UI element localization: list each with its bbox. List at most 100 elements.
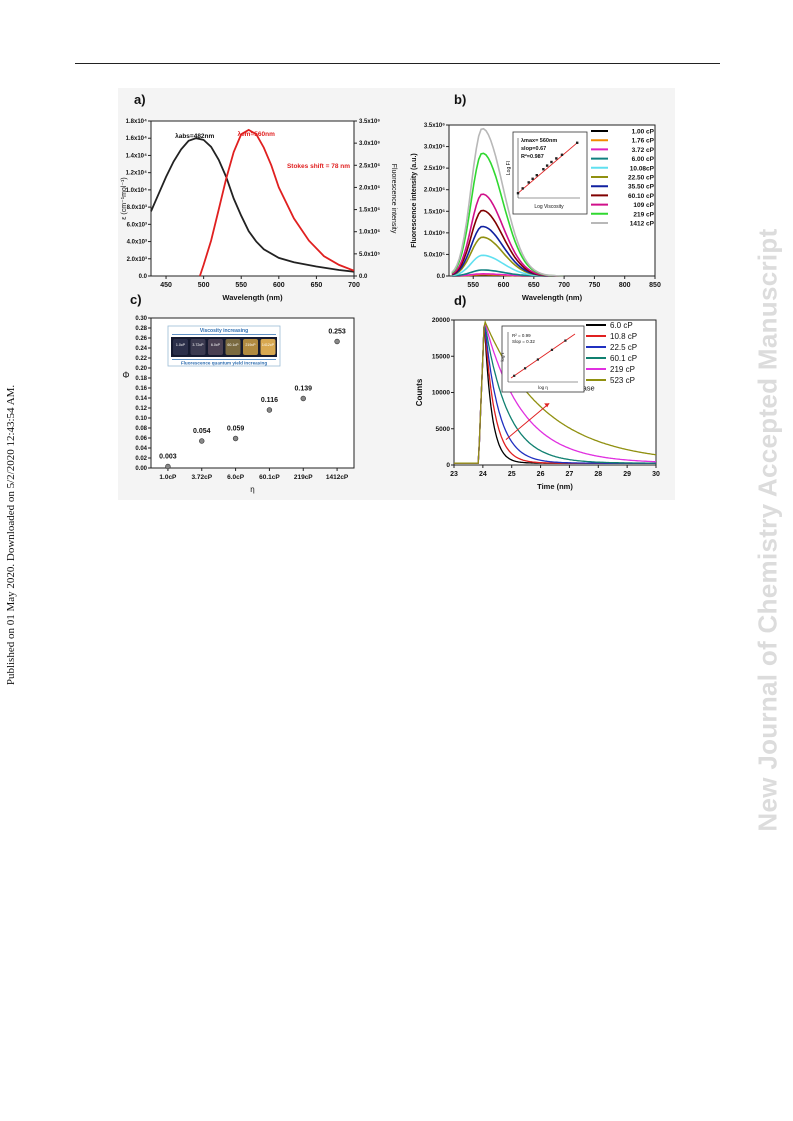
series-line-a (199, 128, 355, 277)
y-tick-label-c: 0.18 (135, 376, 147, 382)
x-tick-label-d: 28 (594, 471, 602, 478)
y-tick-label-b: 2.5x10⁶ (424, 166, 445, 172)
series-line-d (454, 323, 656, 464)
y-axis-right-label-a: Fluorescence intensity (390, 164, 397, 234)
published-note: Published on 01 May 2020. Downloaded on … (5, 384, 17, 686)
legend-label-b: 1.00 cP (632, 129, 655, 136)
inset-y-label-b: Log FI (506, 161, 512, 175)
y-tick-right-label-a: 5.0x10⁵ (359, 252, 380, 258)
y-tick-label-d: 5000 (436, 426, 451, 433)
x-tick-label-c: 6.0cP (227, 474, 245, 481)
y-tick-label-c: 0.12 (135, 406, 147, 412)
data-point-c (300, 395, 306, 402)
x-axis-label-b: Wavelength (nm) (522, 293, 583, 302)
y-tick-label-d: 15000 (432, 353, 450, 360)
y-tick-right-label-a: 2.5x10⁶ (359, 163, 380, 169)
inset-y-label-d: log τ (500, 352, 505, 361)
x-tick-label-a: 700 (348, 282, 360, 289)
y-tick-right-label-a: 1.5x10⁶ (359, 208, 380, 214)
legend-label-b: 1412 cP (630, 221, 655, 228)
y-axis-label-b: Fluorescence intensity (a.u.) (411, 153, 418, 248)
series-line-d (454, 320, 656, 464)
journal-watermark: New Journal of Chemistry Accepted Manusc… (752, 228, 783, 832)
y-tick-label-c: 0.20 (135, 366, 147, 372)
data-point-c (199, 438, 205, 444)
annotation-em-a: λem=560nm (237, 130, 275, 138)
inset-point-b (535, 174, 538, 177)
data-label-c: 0.116 (261, 397, 278, 404)
y-tick-label-b: 1.5x10⁶ (424, 209, 445, 215)
inset-x-label-d: log η (538, 385, 548, 390)
y-axis-label-c: Φ (122, 370, 129, 380)
y-tick-right-label-a: 3.5x10⁶ (359, 119, 380, 125)
legend-label-b: 3.72 cP (632, 147, 655, 154)
data-label-c: 0.003 (159, 454, 177, 461)
x-tick-label-c: 60.1cP (259, 474, 280, 481)
y-tick-label-b: 1.0x10⁶ (424, 231, 445, 237)
y-tick-label-c: 0.14 (135, 396, 147, 402)
panel-label-a: a) (134, 92, 146, 107)
vial-top-label: Viscosity increasing (200, 328, 248, 334)
vial-bottom-label: Fluorescence quantum yield increasing (181, 361, 267, 366)
data-label-c: 0.253 (328, 329, 346, 336)
data-point-c (165, 463, 171, 470)
y-tick-label-c: 0.08 (135, 426, 147, 432)
y-tick-label-b: 2.0x10⁶ (424, 188, 445, 194)
y-tick-label-d: 10000 (432, 390, 450, 397)
y-tick-left-label-a: 1.4x10⁴ (126, 153, 147, 159)
inset-point-b (516, 192, 520, 195)
legend-label-b: 109 cP (633, 202, 654, 209)
legend-label-b: 1.76 cP (632, 138, 655, 145)
figure-panel: a) 450 500 550 600 650 700 0.0 2.0x10³ 4.0x10³ 6.0… (118, 88, 675, 500)
y-tick-label-c: 0.00 (135, 466, 147, 472)
x-tick-label-b: 850 (649, 282, 661, 289)
vial-label: 1.0cP (176, 343, 186, 347)
y-tick-right-label-a: 1.0x10⁶ (359, 230, 380, 236)
inset-point-b (575, 141, 579, 144)
y-tick-right-label-a: 3.0x10⁶ (359, 141, 380, 147)
x-tick-label-d: 23 (450, 471, 458, 478)
y-tick-left-label-a: 0.0 (139, 274, 148, 280)
vial (173, 339, 188, 355)
inset-fit-line-b (517, 142, 578, 194)
x-tick-label-b: 650 (528, 282, 540, 289)
legend-label-b: 219 cP (633, 211, 654, 218)
inset-frame-b (512, 131, 588, 215)
y-tick-label-c: 0.02 (135, 456, 147, 462)
x-tick-label-b: 600 (498, 282, 510, 289)
y-tick-left-label-a: 1.0x10⁴ (126, 188, 147, 194)
vial-label: 6.0cP (211, 343, 221, 347)
inset-point-d (550, 348, 554, 351)
inset-point-b (550, 160, 553, 164)
page-top-rule (75, 63, 720, 64)
vial-label: 60.1cP (227, 343, 239, 347)
legend-label-d: 6.0 cP (610, 321, 633, 330)
y-tick-left-label-a: 2.0x10³ (127, 256, 147, 263)
x-tick-label-b: 800 (619, 282, 631, 289)
data-label-c: 0.139 (294, 386, 312, 393)
series-line-d (454, 319, 657, 464)
y-tick-label-d: 0 (446, 462, 450, 469)
y-tick-label-b: 3.5x10⁶ (424, 123, 445, 129)
x-axis-label-a: Wavelength (nm) (222, 293, 283, 302)
annotation-stokes-a: Stokes shift = 78 nm (287, 163, 350, 170)
data-point-c (232, 435, 239, 442)
y-tick-left-label-a: 6.0x10³ (127, 221, 147, 228)
y-tick-label-b: 0.0 (437, 274, 446, 280)
y-tick-left-label-a: 4.0x10³ (127, 239, 147, 246)
y-tick-label-c: 0.10 (135, 416, 147, 422)
x-tick-label-d: 27 (566, 471, 574, 478)
data-label-c: 0.059 (227, 426, 245, 433)
annotation-arrow-d (505, 402, 550, 441)
legend-label-b: 60.10 cP (628, 193, 655, 200)
vial (225, 339, 241, 355)
y-axis-label-d: Counts (415, 378, 424, 406)
y-tick-label-c: 0.16 (135, 386, 147, 392)
x-tick-label-d: 30 (652, 471, 660, 478)
inset-x-label-b: Log Viscosity (534, 204, 564, 210)
annotation-abs-a: λabs=482nm (175, 132, 214, 140)
vial (243, 339, 258, 355)
x-tick-label-c: 1412cP (326, 474, 349, 481)
y-tick-label-c: 0.22 (135, 356, 147, 362)
y-tick-left-label-a: 8.0x10³ (127, 204, 147, 211)
